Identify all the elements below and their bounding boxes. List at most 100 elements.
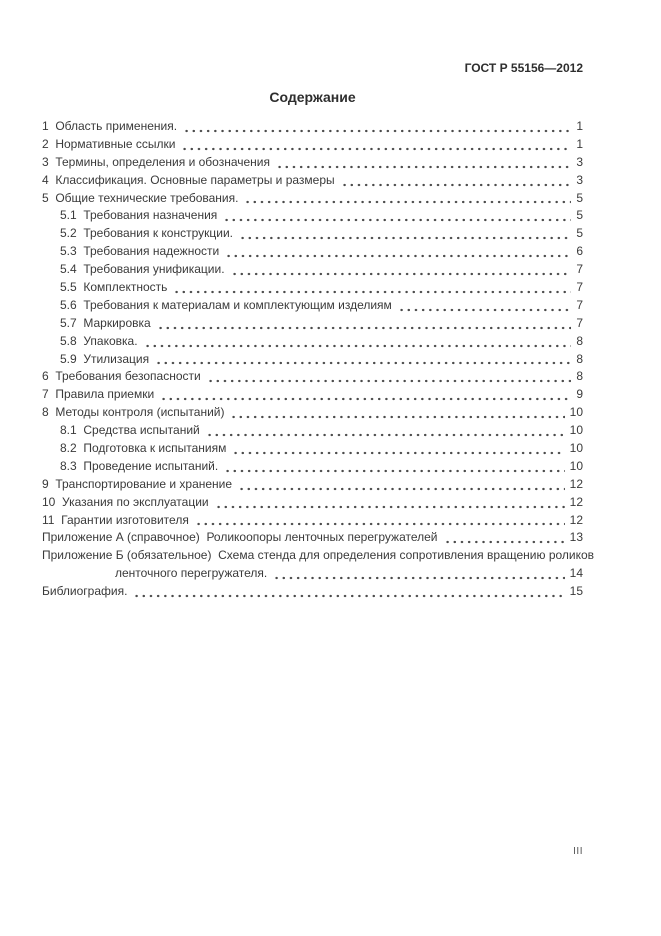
toc-entry-text: 1 Область применения. (42, 119, 178, 133)
toc-entry: 2 Нормативные ссылки 1 (42, 136, 583, 154)
toc-entry-text: 5.5 Комплектность (60, 280, 168, 295)
toc-entry-page: 13 (569, 530, 583, 545)
toc-entry-page: 9 (576, 387, 583, 402)
toc-entry-page: 5 (576, 208, 583, 223)
toc-entry-text: Приложение Б (обязательное) Схема стенда… (42, 548, 595, 563)
dot-leader (214, 504, 565, 509)
dot-leader (160, 397, 572, 402)
toc-entry-text: 8 Методы контроля (испытаний) (42, 405, 225, 420)
toc-entry-text: 5.9 Утилизация (60, 351, 150, 366)
toc-entry-text: 2 Нормативные ссылки (42, 136, 176, 151)
toc-entry: 5.5 Комплектность 7 (42, 279, 583, 297)
toc-entry-text: 5 Общие технические требования. (42, 190, 239, 205)
toc-entry-page: 10 (569, 405, 583, 420)
toc-entry: 8.2 Подготовка к испытаниям 10 (42, 440, 583, 458)
dot-leader (173, 289, 572, 294)
dot-leader (230, 415, 565, 420)
toc-entry-page: 1 (576, 136, 583, 151)
toc-entry-page: 10 (569, 441, 583, 456)
toc-entry: Приложение Б (обязательное) Схема стенда… (42, 547, 594, 565)
toc-entry-page: 1 (576, 119, 583, 133)
toc-entry: Библиография. 15 (42, 583, 583, 601)
toc-entry-page: 8 (576, 333, 583, 348)
dot-leader (244, 200, 572, 205)
toc-entry-page: 12 (569, 476, 583, 491)
toc-entry: 3 Термины, определения и обозначения 3 (42, 154, 583, 172)
toc-entry: 4 Классификация. Основные параметры и ра… (42, 172, 583, 190)
folio-page-number: III (573, 846, 583, 857)
toc-entry-text: 6 Требования безопасности (42, 369, 201, 384)
toc-entry-text: 4 Классификация. Основные параметры и ра… (42, 172, 335, 187)
toc-entry: 5.7 Маркировка 7 (42, 315, 583, 333)
toc-entry-page: 3 (576, 154, 583, 169)
toc-entry: 10 Указания по эксплуатации 12 (42, 494, 583, 512)
toc-entry: 11 Гарантии изготовителя 12 (42, 512, 583, 530)
toc-entry-text: 5.3 Требования надежности (60, 244, 220, 259)
toc-entry-page: 12 (569, 512, 583, 527)
toc-entry-text: ленточного перегружателя. (115, 566, 268, 581)
document-reference: ГОСТ Р 55156—2012 (464, 61, 583, 75)
dot-leader (194, 522, 565, 527)
dot-leader (181, 146, 572, 151)
toc-entry: Приложение А (справочное) Роликоопоры ле… (42, 529, 583, 547)
toc-entry: 5.8 Упаковка. 8 (42, 333, 583, 351)
dot-leader (397, 307, 572, 312)
toc-entry-page: 3 (576, 172, 583, 187)
toc-entry: 1 Область применения. 1 (42, 118, 583, 136)
toc-entry-text: 5.7 Маркировка (60, 315, 151, 330)
toc-entry-text: 5.8 Упаковка. (60, 333, 138, 348)
dot-leader (133, 594, 565, 599)
dot-leader (223, 218, 572, 223)
toc-entry: 9 Транспортирование и хранение 12 (42, 476, 583, 494)
toc-entry-page: 8 (576, 351, 583, 366)
toc-entry-text: 5.4 Требования унификации. (60, 262, 225, 277)
toc-entry: 7 Правила приемки 9 (42, 386, 583, 404)
toc-entry-text: 8.2 Подготовка к испытаниям (60, 441, 227, 456)
toc-entry-page: 15 (569, 584, 583, 599)
dot-leader (224, 468, 565, 473)
toc-entry: 6 Требования безопасности 8 (42, 368, 583, 386)
toc-entry-text: 9 Транспортирование и хранение (42, 476, 233, 491)
toc-entry-text: 3 Термины, определения и обозначения (42, 154, 271, 169)
toc-entry-page: 5 (576, 190, 583, 205)
toc-entry-text: 7 Правила приемки (42, 387, 155, 402)
toc-entry-text: 5.6 Требования к материалам и комплектую… (60, 297, 392, 312)
toc-entry: 8.3 Проведение испытаний. 10 (42, 458, 583, 476)
toc-entry: 8 Методы контроля (испытаний) 10 (42, 404, 583, 422)
toc-entry: ленточного перегружателя. 14 (42, 565, 583, 583)
toc-entry: 5 Общие технические требования. 5 (42, 190, 583, 208)
page-title: Содержание (269, 89, 356, 105)
toc-entry-page: 5 (576, 226, 583, 241)
dot-leader (183, 128, 572, 133)
toc-entry: 8.1 Средства испытаний 10 (42, 422, 583, 440)
toc-entry-page: 10 (569, 458, 583, 473)
dot-leader (225, 254, 572, 259)
toc-entry-page: 7 (576, 297, 583, 312)
toc-entry-page: 7 (576, 262, 583, 277)
toc-list: 1 Область применения. 1 2 Нормативные сс… (42, 118, 594, 601)
toc-entry-page: 7 (576, 315, 583, 330)
toc-entry-text: 8.1 Средства испытаний (60, 423, 200, 438)
toc-entry: 5.1 Требования назначения 5 (42, 207, 583, 225)
dot-leader (276, 164, 572, 169)
toc-entry-text: 8.3 Проведение испытаний. (60, 458, 219, 473)
toc-entry: 5.3 Требования надежности 6 (42, 243, 583, 261)
toc-entry-page: 8 (576, 369, 583, 384)
toc-entry-page: 10 (569, 423, 583, 438)
toc-entry: 5.9 Утилизация 8 (42, 351, 583, 369)
dot-leader (340, 182, 572, 187)
dot-leader (206, 379, 572, 384)
toc-entry-text: 11 Гарантии изготовителя (42, 512, 189, 527)
toc-entry: 5.6 Требования к материалам и комплектую… (42, 297, 583, 315)
dot-leader (156, 325, 572, 330)
dot-leader (230, 272, 572, 277)
dot-leader (238, 486, 565, 491)
dot-leader (273, 576, 565, 581)
toc-entry-text: Приложение А (справочное) Роликоопоры ле… (42, 530, 438, 545)
dot-leader (239, 236, 572, 241)
toc-entry: 5.2 Требования к конструкции. 5 (42, 225, 583, 243)
toc-entry-text: Библиография. (42, 584, 128, 599)
dot-leader (443, 540, 565, 545)
toc-entry-text: 5.2 Требования к конструкции. (60, 226, 234, 241)
